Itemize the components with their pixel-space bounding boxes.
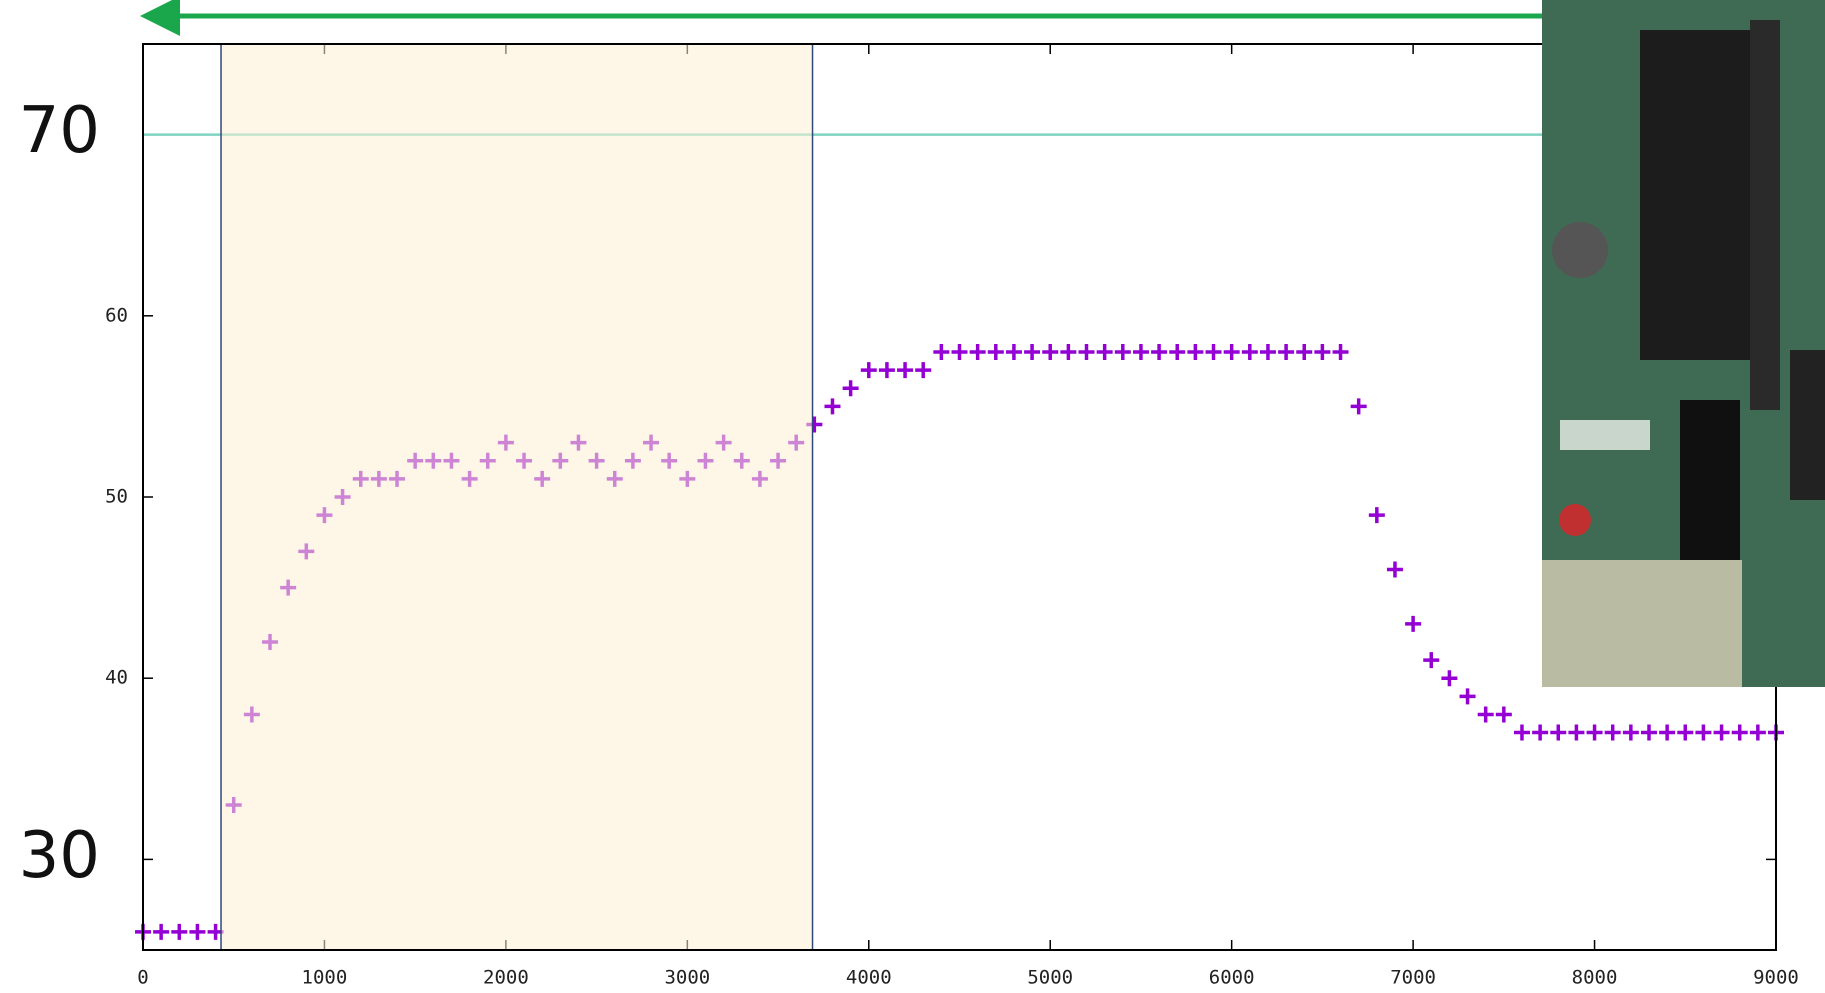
- x-tick-label: 6000: [1209, 967, 1255, 989]
- x-tick-label: 3000: [664, 967, 710, 989]
- chart: 0 1000 2000 3000 4000 5000 6000 7000 8000 9000 30 4…: [0, 0, 1825, 993]
- shaded-region: [221, 44, 813, 950]
- x-tick-label: 4000: [846, 967, 892, 989]
- y-tick-label: 60: [105, 304, 128, 326]
- x-tick-label: 0: [137, 967, 148, 989]
- y-tick-label: 70: [19, 94, 100, 168]
- x-tick-label: 8000: [1572, 967, 1618, 989]
- y-tick-label: 40: [105, 667, 128, 689]
- page: {"chart_data": {"type": "scatter", "mark…: [0, 0, 1825, 993]
- plot-area: 0 1000 2000 3000 4000 5000 6000 7000 8000 9000 30 4…: [19, 44, 1799, 989]
- photo-inset: [1542, 0, 1825, 687]
- x-tick-label: 9000: [1753, 967, 1799, 989]
- x-tick-label: 7000: [1390, 967, 1436, 989]
- x-tick-label: 1000: [302, 967, 348, 989]
- y-tick-label: 30: [19, 819, 100, 893]
- y-tick-label: 50: [105, 486, 128, 508]
- x-tick-label: 2000: [483, 967, 529, 989]
- x-tick-label: 5000: [1027, 967, 1073, 989]
